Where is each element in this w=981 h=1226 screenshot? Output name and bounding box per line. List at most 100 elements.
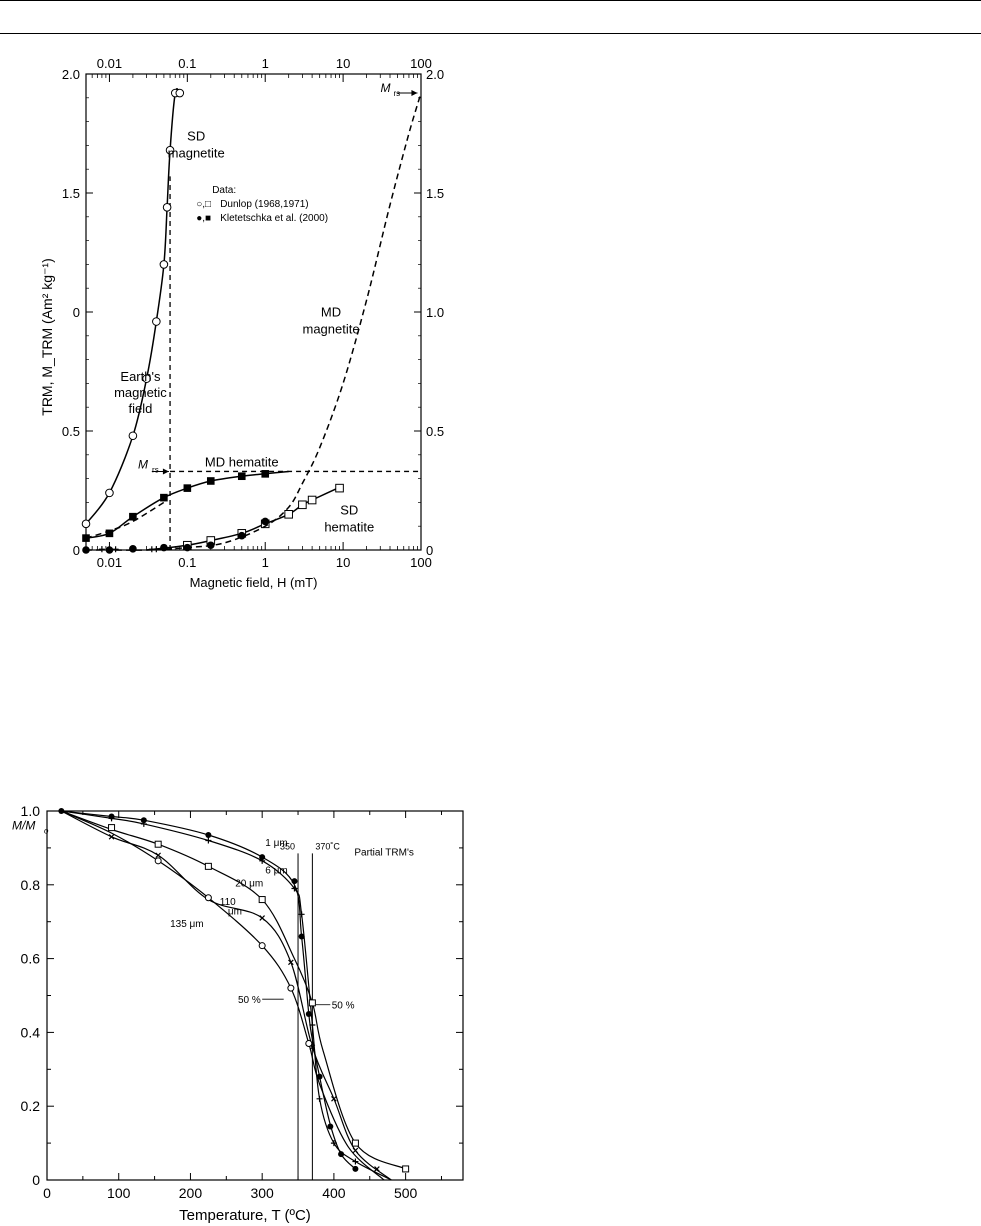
vertical-label-370: 370˚C: [315, 842, 340, 852]
data-point: [258, 942, 266, 950]
data-point: [155, 852, 161, 859]
series-label: 110: [220, 897, 236, 908]
y-tick-label-right: 1.0: [426, 305, 444, 320]
legend-entry: Dunlop (1968,1971): [220, 199, 308, 210]
data-point: [298, 933, 305, 940]
data-point: [330, 1140, 337, 1147]
data-point: [316, 1095, 323, 1102]
data-point: [335, 483, 344, 493]
y-tick-label: 0.4: [21, 1024, 41, 1040]
y-tick-label: 1.0: [21, 803, 41, 819]
series-label: μm: [228, 906, 242, 917]
y-tick-label-left: 0: [73, 305, 80, 320]
x-tick-label-top: 1: [262, 56, 269, 71]
x-tick-label: 200: [179, 1185, 203, 1201]
y-axis-label: TRM, M_TRM (Am² kg⁻¹): [39, 258, 55, 415]
series-1-m: [58, 808, 359, 1172]
series-dashed-trend-md-hematite-: [85, 501, 165, 539]
legend-entry: Kletetschka et al. (2000): [220, 213, 328, 224]
x-tick-label: 0: [43, 1185, 51, 1201]
label-partial-trm: Partial TRM's: [354, 847, 414, 858]
x-tick-label-bottom: 0.01: [97, 555, 122, 570]
label-earth-field: magnetic: [114, 385, 167, 400]
data-point: [352, 1165, 359, 1172]
y-tick-label: 0: [32, 1172, 40, 1188]
data-point: [154, 840, 162, 848]
x-tick-label-bottom: 10: [336, 555, 350, 570]
data-point: [305, 1010, 312, 1017]
label-sd-magnetite: SD: [187, 129, 205, 144]
y-tick-label-left: 2.0: [62, 67, 80, 82]
data-point: [402, 1165, 410, 1173]
data-point: [308, 999, 316, 1007]
y-tick-label-right: 0: [426, 543, 433, 558]
y-tick-label-right: 2.0: [426, 67, 444, 82]
data-point: [160, 543, 168, 552]
legend-symbols: ●,■: [196, 213, 211, 224]
data-point: [206, 477, 215, 485]
series-label: 1 μm: [265, 838, 287, 849]
series-line: [61, 810, 406, 1170]
label-md-magnetite: MD: [321, 305, 341, 320]
label-sd-hematite: hematite: [324, 520, 374, 535]
y-tick-label: 0.6: [21, 951, 41, 967]
label-md-hematite: MD hematite: [205, 454, 279, 469]
x-tick-label-top: 0.01: [97, 56, 122, 71]
label-md-magnetite: magnetite: [302, 322, 359, 337]
legend-symbols: ○,□: [196, 199, 211, 210]
label-mrs: M: [380, 81, 390, 95]
y-tick-label: 0.2: [21, 1098, 41, 1114]
y-tick-label-right: 1.5: [426, 186, 444, 201]
data-point: [327, 1123, 334, 1130]
data-point: [288, 959, 294, 966]
series-line: [85, 88, 181, 525]
data-point: [284, 510, 293, 519]
data-point: [351, 1139, 359, 1147]
data-point: [162, 202, 172, 212]
series-label: 6 μm: [265, 866, 287, 877]
data-point: [152, 317, 161, 326]
x-tick-label-top: 0.1: [178, 56, 196, 71]
series-line: [61, 810, 392, 1181]
data-point: [204, 862, 212, 870]
mrs-arrowhead: [411, 90, 418, 97]
series-line: [85, 501, 165, 539]
label-50-left: 50 %: [238, 995, 261, 1006]
data-point: [159, 260, 169, 269]
data-point: [108, 815, 115, 822]
series-135-m: [61, 810, 385, 1181]
data-point: [261, 517, 270, 526]
data-point: [352, 1147, 359, 1154]
x-tick-label: 300: [250, 1185, 274, 1201]
data-point: [98, 546, 105, 553]
data-point: [112, 546, 119, 553]
data-point: [160, 493, 168, 502]
data-point: [309, 1022, 316, 1029]
data-point: [298, 500, 307, 510]
vertical-label-350: 350: [280, 842, 295, 852]
y-tick-label-left: 1.5: [62, 186, 80, 201]
data-point: [259, 915, 265, 921]
data-point: [287, 984, 295, 992]
x-tick-label: 100: [107, 1185, 131, 1201]
data-point: [291, 878, 298, 885]
series-line: [61, 810, 392, 1181]
data-point: [108, 834, 115, 840]
data-point: [237, 472, 246, 481]
data-point: [105, 529, 114, 538]
series-6-m: [61, 810, 392, 1181]
series-label: 20 μm: [235, 879, 263, 890]
y-tick-label-left: 0.5: [62, 424, 80, 439]
data-point: [259, 857, 266, 864]
data-point: [140, 820, 147, 827]
series-110-m: [61, 810, 392, 1181]
x-tick-label: 500: [394, 1185, 418, 1201]
label-earth-field: Earth's: [120, 369, 161, 384]
top-rule: [0, 0, 981, 1]
data-point: [258, 896, 266, 904]
data-point: [298, 911, 305, 918]
label-sd-hematite: SD: [340, 503, 358, 518]
y-tick-label-right: 0.5: [426, 424, 444, 439]
data-point: [108, 824, 116, 832]
